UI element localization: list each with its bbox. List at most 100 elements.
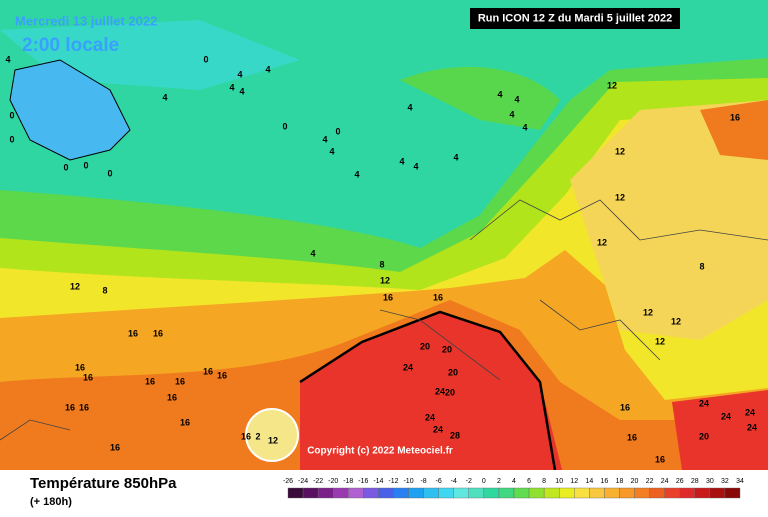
temp-zone (245, 408, 299, 462)
legend-tick: -20 (328, 478, 338, 485)
legend-tick: -6 (436, 478, 442, 485)
contour-label: 8 (102, 285, 107, 295)
legend-tick: -22 (313, 478, 323, 485)
contour-label: 4 (239, 86, 244, 96)
contour-label: 24 (403, 362, 413, 372)
legend-swatch (619, 487, 635, 499)
time-label: 2:00 locale (22, 35, 119, 56)
contour-label: 16 (180, 417, 190, 427)
contour-label: 0 (9, 134, 14, 144)
contour-label: 24 (433, 424, 443, 434)
legend-swatch (438, 487, 454, 499)
legend-tick: 2 (497, 478, 501, 485)
legend-tick: -10 (403, 478, 413, 485)
contour-label: 16 (217, 370, 227, 380)
lead-time: (+ 180h) (30, 496, 72, 508)
legend-tick: -24 (298, 478, 308, 485)
contour-label: 12 (643, 307, 653, 317)
contour-label: 4 (497, 89, 502, 99)
contour-label: 12 (671, 316, 681, 326)
legend-tick: -14 (373, 478, 383, 485)
contour-label: 2 (255, 431, 260, 441)
contour-label: 4 (265, 64, 270, 74)
contour-label: 4 (237, 69, 242, 79)
legend-swatch (483, 487, 500, 499)
contour-label: 16 (383, 292, 393, 302)
contour-label: 0 (203, 54, 208, 64)
legend-tick: -26 (283, 478, 293, 485)
contour-label: 4 (514, 94, 519, 104)
legend-swatch (393, 487, 409, 499)
legend-swatch (589, 487, 605, 499)
contour-label: 12 (607, 80, 617, 90)
contour-label: 24 (699, 398, 709, 408)
legend-swatch (453, 487, 470, 499)
contour-label: 24 (435, 386, 445, 396)
contour-label: 12 (597, 237, 607, 247)
legend-swatch (408, 487, 424, 499)
contour-label: 16 (145, 376, 155, 386)
legend-swatch (694, 487, 711, 499)
contour-label: 16 (83, 372, 93, 382)
legend-swatch (333, 487, 349, 499)
legend-swatch (528, 487, 545, 499)
greenland (9, 59, 131, 161)
temp-zone (672, 390, 768, 470)
contour-label: 8 (379, 259, 384, 269)
contour-label: 16 (241, 431, 251, 441)
legend-tick: 34 (736, 478, 744, 485)
temp-zone (570, 100, 768, 340)
contour-label: 16 (655, 454, 665, 464)
legend-swatch (363, 487, 379, 499)
legend-swatch (423, 487, 439, 499)
footer-title: Température 850hPa (30, 475, 177, 492)
copyright: Copyright (c) 2022 Meteociel.fr (307, 446, 453, 457)
legend-tick: 28 (691, 478, 699, 485)
contour-label: 16 (175, 376, 185, 386)
temp-zone (400, 66, 560, 130)
contour-label: 4 (329, 146, 334, 156)
contour-label: 16 (110, 442, 120, 452)
legend-tick: 12 (570, 478, 578, 485)
contour-label: 0 (107, 168, 112, 178)
legend-swatch (604, 487, 620, 499)
contour-label: 12 (655, 336, 665, 346)
contour-label: 28 (450, 430, 460, 440)
contour-label: 16 (627, 432, 637, 442)
legend-tick: 26 (676, 478, 684, 485)
contour-label: 12 (380, 275, 390, 285)
legend-tick: -16 (358, 478, 368, 485)
contour-label: 16 (153, 328, 163, 338)
legend-tick: 32 (721, 478, 729, 485)
contour-label: 4 (407, 102, 412, 112)
run-box (470, 8, 680, 29)
contour-label: 20 (445, 387, 455, 397)
contour-label: 16 (730, 112, 740, 122)
contour-label: 16 (167, 392, 177, 402)
contour-label: 16 (128, 328, 138, 338)
legend-tick: 4 (512, 478, 516, 485)
contour-label: 4 (310, 248, 315, 258)
contour-label: 20 (420, 341, 430, 351)
contour-label: 12 (268, 435, 278, 445)
legend-tick: 14 (585, 478, 593, 485)
legend-swatch (649, 487, 665, 499)
temp-zone (300, 312, 562, 470)
contour-label: 0 (282, 121, 287, 131)
contour-label: 16 (79, 402, 89, 412)
contour-label: 12 (615, 192, 625, 202)
legend-tick: 8 (542, 478, 546, 485)
legend-swatch (679, 487, 696, 499)
contour-label: 0 (63, 162, 68, 172)
legend-tick: -2 (466, 478, 472, 485)
contour-label: 4 (453, 152, 458, 162)
contour-label: 24 (747, 422, 757, 432)
isotherm (299, 310, 557, 471)
contour-label: 20 (699, 431, 709, 441)
legend-swatch (664, 487, 680, 499)
legend-tick: 0 (482, 478, 486, 485)
legend-swatch (468, 487, 485, 499)
legend-swatch (559, 487, 575, 499)
contour-label: 4 (413, 161, 418, 171)
legend-swatch (317, 487, 334, 499)
